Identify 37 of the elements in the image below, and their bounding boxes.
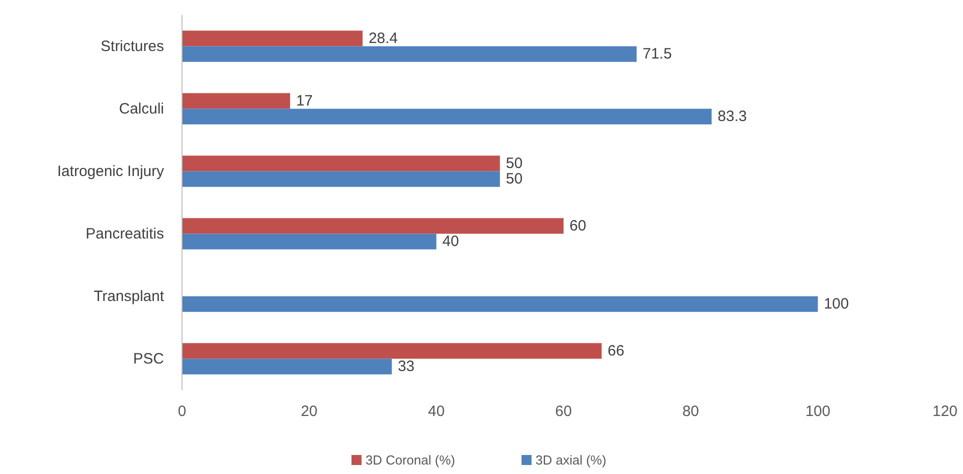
x-tick-label: 40 (428, 403, 445, 420)
x-tick-label: 120 (932, 403, 958, 420)
bar (182, 46, 637, 62)
bar (182, 234, 436, 250)
x-tick-label: 100 (805, 403, 830, 420)
data-label: 60 (570, 217, 586, 234)
bar (182, 30, 363, 46)
y-tick-label: Strictures (100, 38, 164, 55)
bar (182, 108, 712, 124)
data-label: 17 (296, 92, 313, 110)
data-label: 28.4 (368, 30, 398, 47)
data-label: 50 (506, 154, 523, 172)
y-tick-label: PSC (133, 350, 164, 368)
data-label: 33 (398, 358, 415, 376)
x-tick-label: 60 (555, 403, 572, 420)
data-label: 66 (608, 342, 624, 360)
data-label: 100 (824, 296, 849, 313)
x-tick-label: 0 (178, 403, 186, 420)
bar (182, 218, 564, 234)
y-tick-label: Calculi (118, 100, 164, 118)
data-label: 71.5 (642, 46, 672, 63)
y-tick-label: Iatrogenic Injury (57, 162, 164, 180)
bar (182, 93, 290, 109)
bar (182, 171, 500, 187)
x-tick-label: 80 (682, 403, 700, 420)
bar (182, 296, 818, 312)
data-label: 83.3 (718, 108, 747, 126)
bar (182, 343, 602, 359)
y-tick-label: Transplant (94, 288, 165, 305)
x-tick-label: 20 (300, 403, 318, 420)
legend-label: 3D Coronal (%) (366, 452, 456, 468)
y-tick-label: Pancreatitis (86, 225, 164, 242)
data-label: 40 (442, 233, 460, 250)
data-label: 50 (506, 170, 523, 188)
bar (182, 156, 500, 172)
bar (182, 358, 392, 374)
legend-label: 3D axial (%) (536, 452, 606, 468)
